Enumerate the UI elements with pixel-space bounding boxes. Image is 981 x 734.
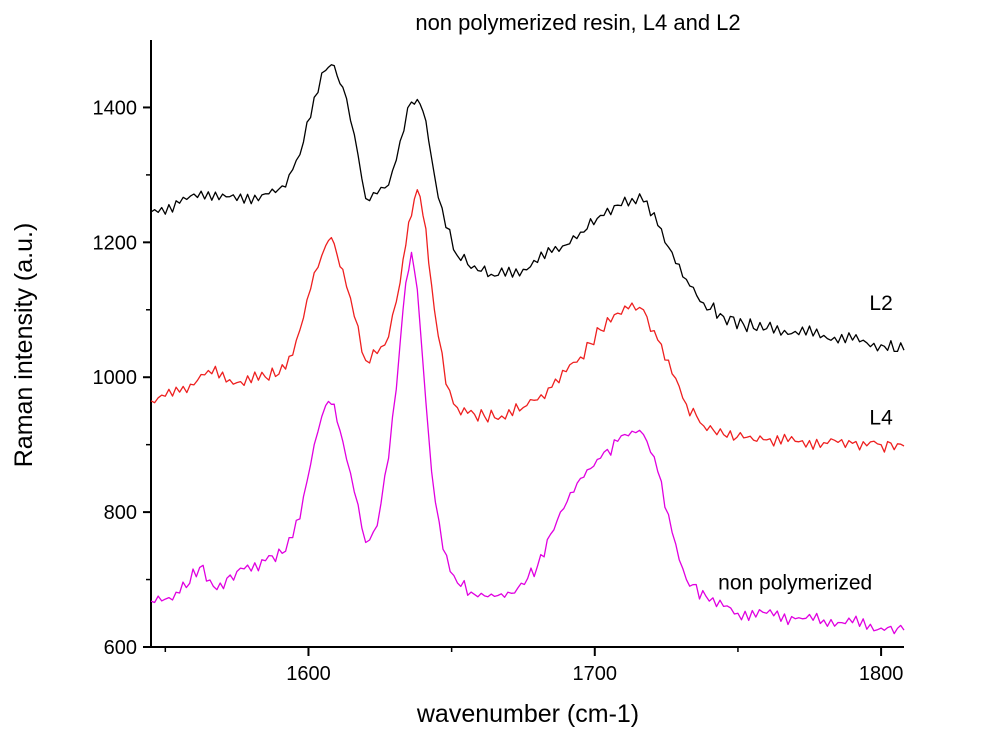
x-ticks: 1600 1700 1800 <box>164 647 904 685</box>
series-line-non-polymerized <box>150 251 905 635</box>
series-line-l4 <box>150 189 905 453</box>
y-tick-label: 1200 <box>93 232 138 254</box>
y-tick-label: 800 <box>104 502 137 524</box>
y-axis-title: Raman intensity (a.u.) <box>10 223 38 468</box>
series-lines <box>150 64 905 635</box>
y-tick-label: 600 <box>104 637 137 659</box>
series-labels: L2 L4 non polymerized <box>718 292 893 595</box>
y-tick-label: 1000 <box>93 367 138 389</box>
x-tick-label: 1800 <box>859 663 904 685</box>
x-tick-label: 1700 <box>573 663 618 685</box>
series-label: L4 <box>869 406 893 429</box>
y-ticks: 600 800 1000 1200 1400 <box>93 97 151 659</box>
series-label: non polymerized <box>718 572 872 595</box>
y-tick-label: 1400 <box>93 97 138 119</box>
axes <box>150 40 904 648</box>
x-tick-label: 1600 <box>286 663 331 685</box>
chart-title: non polymerized resin, L4 and L2 <box>415 10 740 35</box>
series-label: L2 <box>869 292 892 315</box>
series-line-l2 <box>150 64 905 353</box>
x-axis-title: wavenumber (cm-1) <box>416 700 639 728</box>
